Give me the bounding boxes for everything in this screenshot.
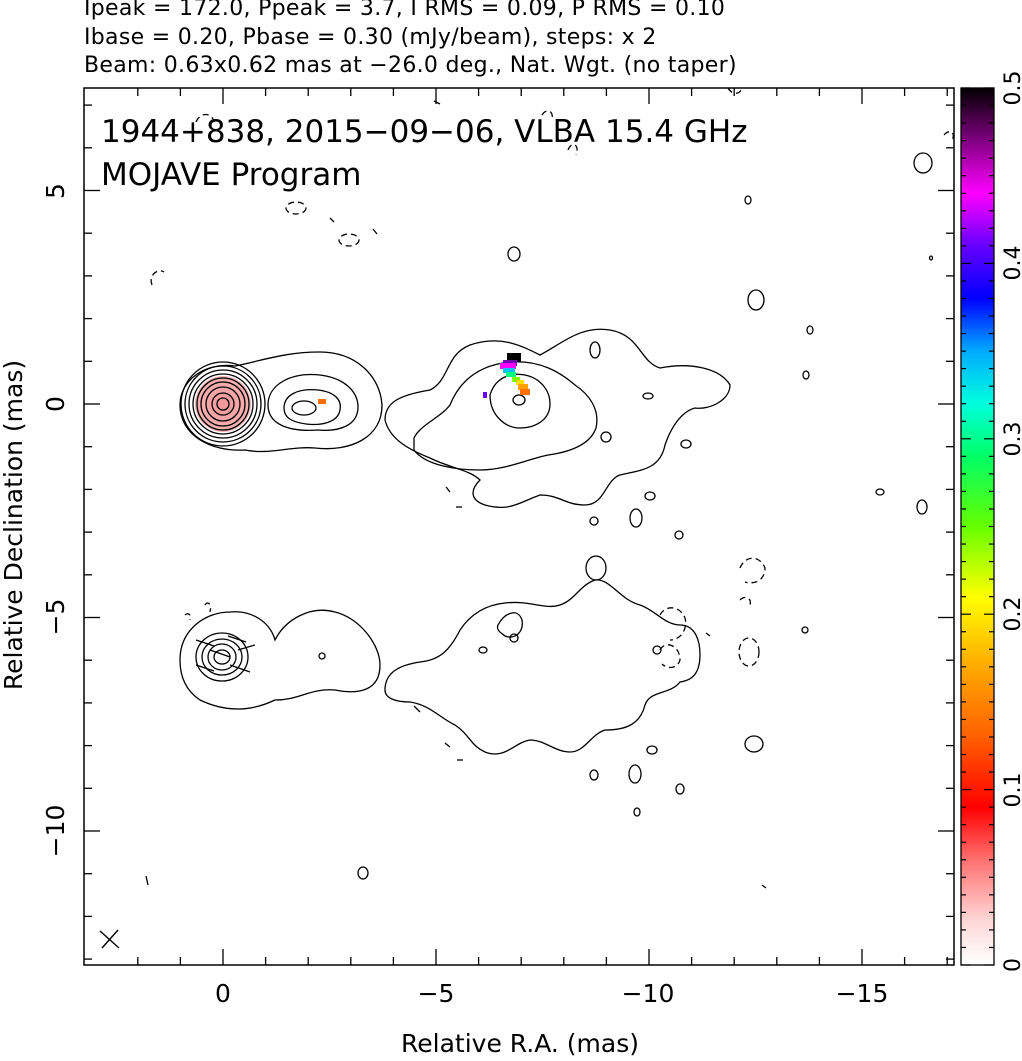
x-tick-label: −10	[622, 979, 675, 1008]
x-tick-label: 0	[215, 979, 231, 1008]
y-axis-label: Relative Declination (mas)	[0, 360, 28, 690]
colorbar	[960, 87, 995, 966]
evpa-vectors	[195, 635, 256, 673]
y-tick-labels: 5 0 −5 −10	[41, 183, 70, 857]
header-line-3: Beam: 0.63x0.62 mas at −26.0 deg., Nat. …	[84, 53, 737, 78]
x-tick-label: −5	[418, 979, 455, 1008]
intensity-contours	[179, 152, 934, 880]
y-tick-label: −5	[41, 599, 70, 636]
colorbar-ticks	[961, 87, 994, 966]
colorbar-tick-label: 0.5	[1001, 71, 1022, 106]
colorbar-tick-label: 0.1	[1001, 773, 1022, 808]
y-tick-label: 0	[41, 396, 70, 412]
x-axis-label: Relative R.A. (mas)	[401, 1029, 639, 1058]
x-tick-label: −15	[836, 979, 889, 1008]
plot-frame	[83, 87, 955, 966]
colorbar-tick-labels: 0 0.1 0.2 0.3 0.4 0.5	[1001, 71, 1022, 973]
colorbar-tick-label: 0.3	[1001, 422, 1022, 457]
colorbar-tick-label: 0	[1001, 958, 1022, 972]
beam-marker	[99, 929, 120, 949]
negative-contours	[150, 87, 954, 669]
header-line-1: Ipeak = 172.0, Ppeak = 3.7, I RMS = 0.09…	[84, 0, 726, 21]
colorbar-tick-label: 0.2	[1001, 597, 1022, 632]
program-annotation: MOJAVE Program	[101, 157, 361, 193]
colorbar-tick-label: 0.4	[1001, 246, 1022, 281]
noise-marks	[145, 100, 767, 889]
x-tick-labels: 0 −5 −10 −15	[215, 979, 888, 1008]
axis-ticks	[84, 88, 954, 965]
source-annotation: 1944+838, 2015−09−06, VLBA 15.4 GHz	[101, 114, 747, 150]
header-line-2: Ibase = 0.20, Pbase = 0.30 (mJy/beam), s…	[84, 25, 657, 50]
y-tick-label: 5	[41, 183, 70, 199]
polarization-pixels	[318, 353, 530, 404]
y-tick-label: −10	[41, 805, 70, 858]
core-polarization-fill	[195, 376, 251, 432]
